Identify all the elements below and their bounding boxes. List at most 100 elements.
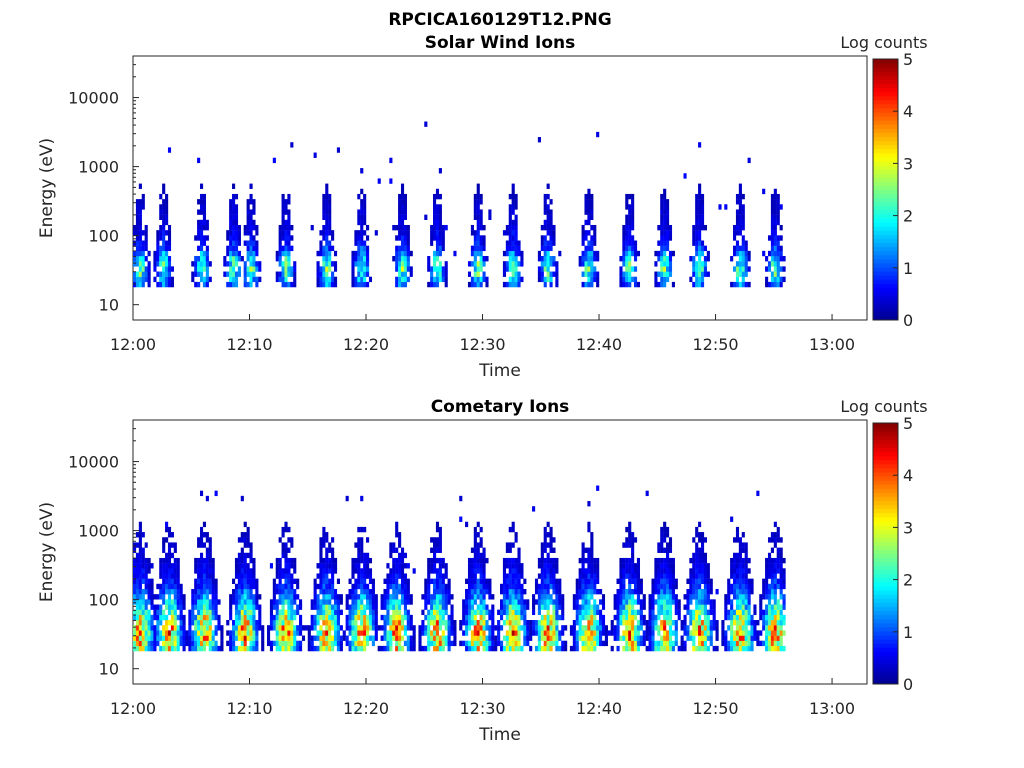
spectrogram-cell <box>750 614 754 621</box>
spectrogram-cell <box>657 563 661 569</box>
spectrogram-cell <box>502 568 507 574</box>
spectrogram-cell <box>441 266 445 272</box>
spectrogram-cell <box>325 188 329 195</box>
spectrogram-cell <box>427 645 431 652</box>
spectrogram-cell <box>237 557 241 564</box>
spectrogram-cell <box>526 635 530 641</box>
spectrogram-cell <box>540 261 544 267</box>
spectrogram-cell <box>502 573 507 579</box>
spectrogram-cell <box>479 594 483 600</box>
spectrogram-cell <box>689 256 693 262</box>
spectrogram-cell <box>782 578 786 584</box>
spectrogram-cell <box>336 147 340 153</box>
spectrogram-cell <box>476 568 480 574</box>
spectrogram-cell <box>546 557 550 564</box>
spectrogram-cell <box>593 271 597 277</box>
spectrogram-cell <box>167 630 172 636</box>
spectrogram-cell <box>543 526 547 533</box>
spectrogram-cell <box>660 583 664 590</box>
spectrogram-cell <box>695 214 699 220</box>
spectrogram-cell <box>438 230 442 236</box>
spectrogram-cell <box>389 620 393 626</box>
spectrogram-cell <box>438 526 442 533</box>
spectrogram-cell <box>433 609 437 616</box>
spectrogram-cell <box>354 250 358 257</box>
spectrogram-cell <box>205 532 209 538</box>
spectrogram-cell <box>208 557 212 564</box>
spectrogram-cell <box>427 568 431 574</box>
spectrogram-cell <box>712 620 716 626</box>
spectrogram-cell <box>141 630 145 636</box>
spectrogram-cell <box>389 614 393 621</box>
spectrogram-cell <box>319 552 323 559</box>
spectrogram-cell <box>398 573 402 579</box>
colorbar-step <box>873 266 898 272</box>
spectrogram-cell <box>523 599 527 605</box>
spectrogram-cell <box>435 250 440 257</box>
spectrogram-cell <box>700 620 705 626</box>
spectrogram-cell <box>505 604 509 610</box>
spectrogram-cell <box>482 240 486 246</box>
spectrogram-cell <box>540 542 544 548</box>
spectrogram-cell <box>243 542 247 548</box>
spectrogram-cell <box>438 604 442 610</box>
spectrogram-cell <box>601 625 606 631</box>
spectrogram-cell <box>587 271 591 277</box>
spectrogram-cell <box>214 614 218 621</box>
spectrogram-cell <box>546 266 550 272</box>
spectrogram-cell <box>316 645 320 652</box>
spectrogram-cell <box>258 620 262 626</box>
spectrogram-cell <box>590 557 594 564</box>
spectrogram-cell <box>165 640 169 647</box>
spectrogram-cell <box>502 599 507 605</box>
spectrogram-cell <box>744 588 748 595</box>
spectrogram-cell <box>593 604 597 610</box>
spectrogram-cell <box>660 599 664 605</box>
spectrogram-cell <box>138 563 142 569</box>
spectrogram-cell <box>135 224 140 231</box>
spectrogram-cell <box>170 620 174 626</box>
spectrogram-cell <box>427 281 431 288</box>
spectrogram-cell <box>578 620 582 626</box>
spectrogram-cell <box>319 276 323 283</box>
spectrogram-cell <box>138 281 142 288</box>
spectrogram-cell <box>322 199 326 205</box>
spectrogram-cell <box>240 645 244 652</box>
spectrogram-cell <box>706 578 710 584</box>
spectrogram-cell <box>631 250 635 257</box>
spectrogram-cell <box>234 235 239 241</box>
spectrogram-cell <box>514 204 518 210</box>
spectrogram-cell <box>663 230 667 236</box>
spectrogram-cell <box>511 261 515 267</box>
spectrogram-cell <box>144 542 148 548</box>
spectrogram-cell <box>651 599 655 605</box>
spectrogram-cell <box>730 609 734 616</box>
colorbar-step <box>873 651 898 656</box>
spectrogram-cell <box>587 609 591 616</box>
spectrogram-cell <box>703 537 707 543</box>
spectrogram-cell <box>133 599 137 605</box>
spectrogram-cell <box>336 594 340 600</box>
spectrogram-cell <box>430 578 434 584</box>
spectrogram-cell <box>660 537 664 543</box>
spectrogram-cell <box>470 573 474 579</box>
spectrogram-cell <box>232 245 236 252</box>
spectrogram-cell <box>776 557 780 564</box>
spectrogram-cell <box>508 604 512 610</box>
spectrogram-cell <box>392 625 396 631</box>
spectrogram-cell <box>141 256 145 262</box>
spectrogram-cell <box>666 599 670 605</box>
spectrogram-cell <box>703 588 707 595</box>
spectrogram-cell <box>482 256 486 262</box>
spectrogram-cell <box>386 635 390 641</box>
spectrogram-cell <box>462 640 466 647</box>
spectrogram-cell <box>552 609 556 616</box>
spectrogram-cell <box>622 281 626 288</box>
spectrogram-cell <box>133 573 137 579</box>
spectrogram-cell <box>141 557 145 564</box>
spectrogram-cell <box>517 245 521 252</box>
spectrogram-cell <box>663 573 667 579</box>
spectrogram-cell <box>651 625 655 631</box>
spectrogram-cell <box>237 240 241 246</box>
